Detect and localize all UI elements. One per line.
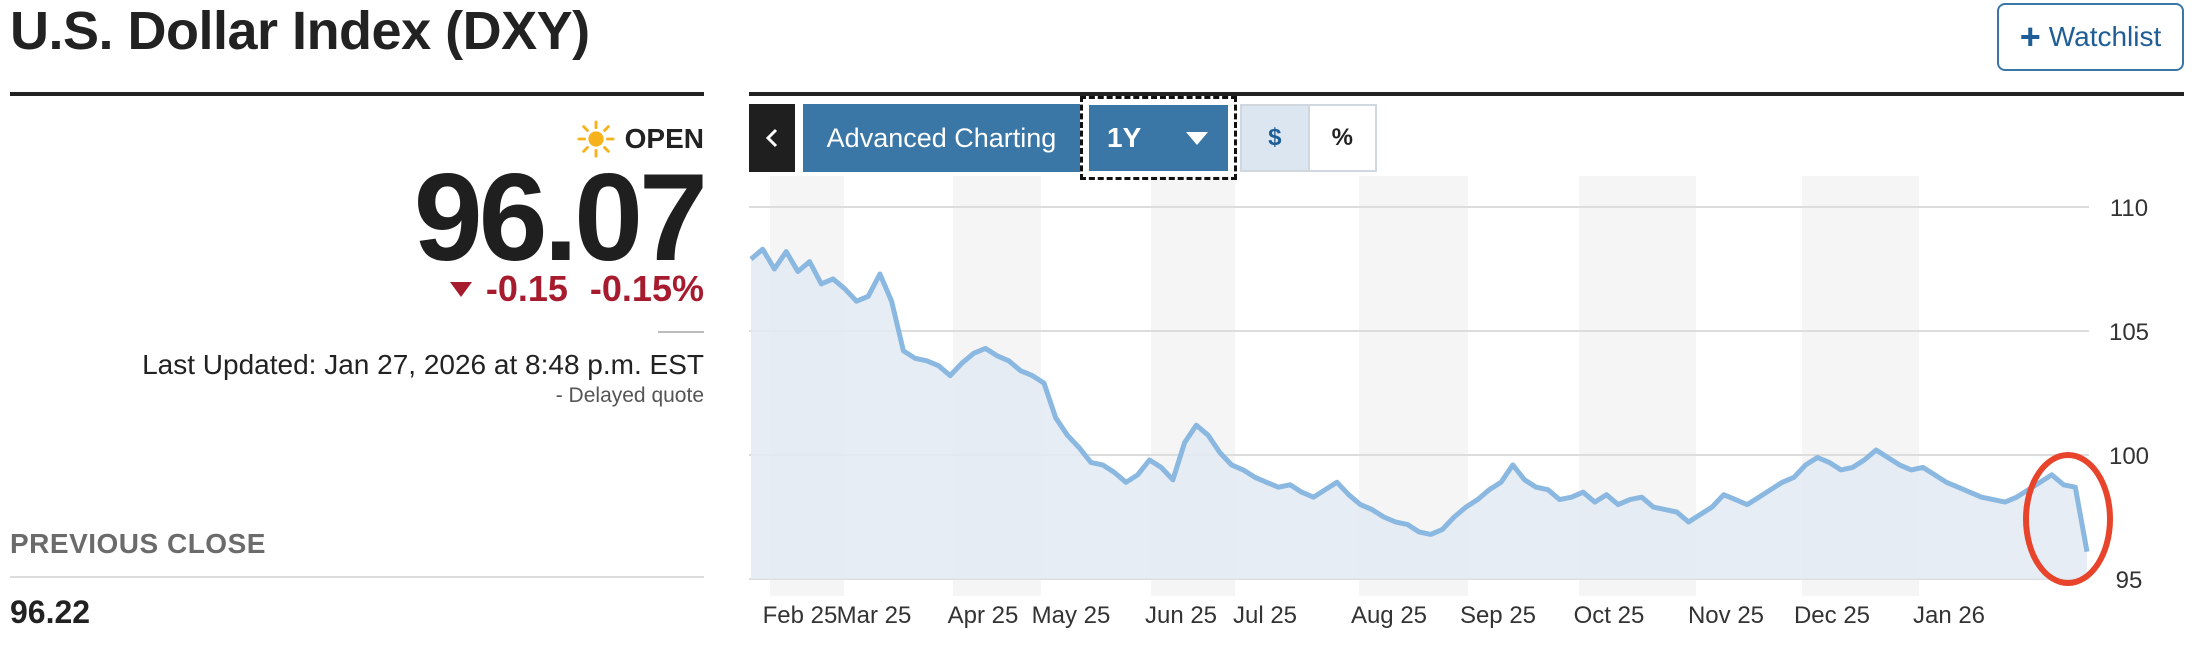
- previous-close-value: 96.22: [10, 594, 91, 630]
- down-arrow-icon: [449, 281, 472, 297]
- watchlist-button[interactable]: + Watchlist: [1997, 3, 2184, 71]
- percent-mode-button[interactable]: %: [1307, 106, 1376, 170]
- header-divider-right: [749, 92, 2184, 96]
- caret-down-icon: [1186, 131, 1208, 145]
- delayed-quote-note: - Delayed quote: [555, 384, 704, 407]
- x-tick-label: Dec 25: [1794, 602, 1870, 629]
- watchlist-label: Watchlist: [2048, 21, 2162, 52]
- plus-icon: +: [2019, 16, 2041, 57]
- x-tick-label: Apr 25: [948, 602, 1019, 629]
- chevron-left-icon: [765, 128, 778, 148]
- change-value: -0.15: [485, 268, 568, 309]
- x-tick-label: May 25: [1032, 602, 1111, 629]
- market-status: OPEN: [577, 120, 704, 158]
- header-divider-left: [10, 92, 704, 96]
- series-line: [749, 246, 2090, 553]
- page-title: U.S. Dollar Index (DXY): [10, 1, 590, 61]
- x-tick-label: Nov 25: [1688, 602, 1764, 629]
- current-price: 96.07: [413, 149, 708, 287]
- range-label: 1Y: [1107, 122, 1142, 153]
- currency-mode-button[interactable]: $: [1242, 106, 1308, 170]
- change-percent: -0.15%: [589, 268, 704, 309]
- collapse-button[interactable]: [749, 104, 795, 172]
- previous-close-divider: [10, 576, 704, 578]
- series-area: [751, 249, 2087, 579]
- quote-divider: [658, 331, 704, 333]
- x-tick-label: Jul 25: [1233, 602, 1297, 629]
- market-status-label: OPEN: [624, 123, 704, 154]
- x-tick-label: Aug 25: [1351, 602, 1427, 629]
- x-tick-label: Jan 26: [1913, 602, 1985, 629]
- y-tick-label: 105: [2109, 319, 2149, 346]
- x-tick-label: Mar 25: [837, 602, 912, 629]
- price-chart[interactable]: 110 105 100 95 Feb 25 Mar 25 Apr 25 May 25 Jun 2…: [749, 96, 2198, 646]
- x-tick-label: Feb 25: [763, 602, 838, 629]
- value-mode-toggle: $ %: [1240, 104, 1377, 172]
- y-tick-label: 100: [2109, 443, 2149, 470]
- x-tick-label: Oct 25: [1574, 602, 1645, 629]
- y-tick-label: 110: [2110, 195, 2148, 222]
- x-tick-label: Sep 25: [1460, 602, 1536, 629]
- y-tick-label: 95: [2116, 567, 2143, 594]
- previous-close-label: PREVIOUS CLOSE: [10, 528, 266, 559]
- x-tick-label: Jun 25: [1145, 602, 1217, 629]
- sun-icon: [577, 120, 615, 158]
- range-selector[interactable]: 1Y: [1080, 96, 1237, 180]
- annotation-circle: [2023, 452, 2113, 586]
- last-updated: Last Updated: Jan 27, 2026 at 8:48 p.m. …: [142, 349, 704, 380]
- advanced-charting-button[interactable]: Advanced Charting: [803, 104, 1080, 172]
- price-change: -0.15 -0.15%: [449, 268, 704, 310]
